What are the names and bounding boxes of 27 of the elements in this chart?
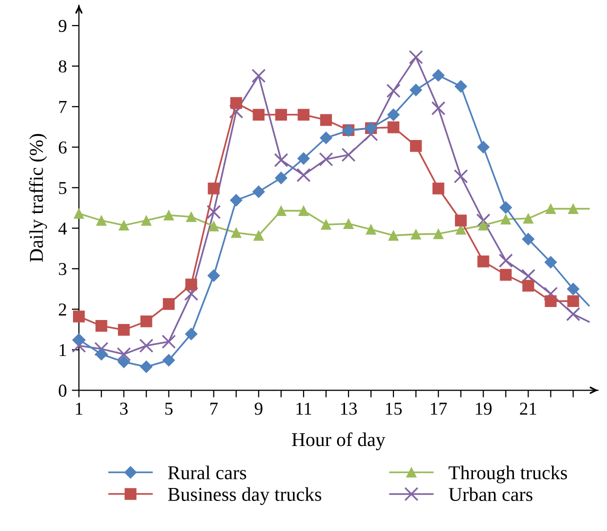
y-tick-label: 7 [59,101,67,113]
y-tick-label: 6 [58,141,67,154]
x-tick-label: 15 [386,402,402,415]
x-tick-label: 19 [476,402,492,415]
y-tick-label: 5 [59,182,66,194]
y-tick-label: 9 [58,20,66,32]
legend-label: Business day trucks [168,487,322,505]
x-tick-label: 7 [210,402,218,415]
x-tick-label: 3 [120,402,128,415]
y-axis-title: Daily traffic (%) [29,134,47,262]
y-tick-label: 3 [58,263,66,276]
y-tick-label: 8 [58,60,66,73]
legend-label: Through trucks [448,466,567,484]
x-axis-title: Hour of day [292,432,386,450]
x-tick-label: 17 [430,402,447,415]
y-tick-label: 0 [58,384,66,397]
y-tick-label: 1 [60,344,66,356]
x-tick-label: 1 [76,402,82,415]
y-tick-label: 4 [58,222,67,234]
legend-label: Rural cars [168,466,246,480]
x-tick-label: 9 [254,402,262,415]
x-tick-label: 13 [341,402,357,415]
x-tick-label: 21 [520,402,536,415]
y-tick-label: 2 [58,304,66,316]
legend-label: Urban cars [448,487,532,502]
x-tick-label: 11 [296,402,312,415]
x-tick-label: 5 [165,402,173,415]
